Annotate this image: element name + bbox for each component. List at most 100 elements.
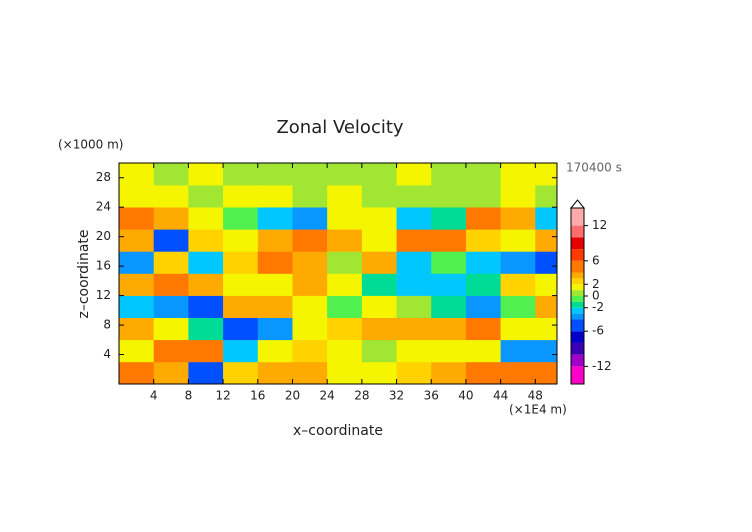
heatmap-cell — [535, 229, 558, 252]
heatmap-cell — [465, 295, 501, 318]
heatmap-cell — [500, 295, 536, 318]
colorbar-band — [571, 354, 584, 367]
heatmap-cell — [119, 361, 154, 385]
heatmap-cell — [292, 339, 328, 363]
y-tick-label: 12 — [96, 288, 111, 302]
colorbar-band — [571, 366, 584, 384]
heatmap-cell — [500, 339, 536, 363]
x-tick-label: 36 — [424, 389, 439, 403]
heatmap-cell — [465, 207, 501, 230]
heatmap-cell — [257, 207, 293, 230]
heatmap-cell — [431, 361, 467, 385]
y-tick-label: 28 — [96, 170, 111, 184]
colorbar-band — [571, 301, 584, 308]
heatmap-cell — [292, 229, 328, 252]
heatmap-cell — [153, 339, 189, 363]
heatmap-cell — [223, 361, 259, 385]
heatmap-cell — [292, 163, 328, 186]
heatmap-cell — [327, 185, 363, 208]
heatmap-cell — [292, 317, 328, 341]
heatmap-cell — [465, 251, 501, 274]
heatmap-cell — [396, 185, 432, 208]
colorbar-band — [571, 225, 584, 238]
x-axis-label: x–coordinate — [293, 423, 383, 439]
colorbar-band — [571, 278, 584, 285]
x-tick-label: 8 — [185, 389, 193, 403]
time-label: 170400 s — [566, 161, 622, 175]
heatmap-cell — [500, 251, 536, 274]
colorbar-band — [571, 249, 584, 261]
heatmap-cell — [223, 207, 259, 230]
heatmap-cell — [361, 317, 397, 341]
heatmap-cell — [223, 317, 259, 341]
heatmap-cell — [327, 317, 363, 341]
heatmap-cell — [431, 251, 467, 274]
colorbar-band — [571, 342, 584, 355]
heatmap-cell — [535, 207, 558, 230]
heatmap-cell — [327, 339, 363, 363]
heatmap-cell — [500, 361, 536, 385]
x-tick-label: 28 — [354, 389, 369, 403]
heatmap-cell — [465, 185, 501, 208]
heatmap-cell — [292, 295, 328, 318]
heatmap-cell — [292, 273, 328, 296]
heatmap-cell — [465, 317, 501, 341]
x-tick-label: 20 — [285, 389, 300, 403]
heatmap-cell — [500, 207, 536, 230]
heatmap-cell — [153, 207, 189, 230]
heatmap-cell — [431, 295, 467, 318]
colorbar-tick-label: 2 — [592, 277, 600, 291]
heatmap-cell — [396, 207, 432, 230]
colorbar-tick-label: 0 — [592, 289, 600, 303]
colorbar-tick-label: -6 — [592, 324, 604, 338]
colorbar-tick-label: -12 — [592, 359, 612, 373]
heatmap-cell — [396, 295, 432, 318]
heatmap-cell — [153, 163, 189, 186]
heatmap-cell — [257, 273, 293, 296]
heatmap-cell — [188, 207, 224, 230]
x-tick-label: 12 — [215, 389, 230, 403]
heatmap-cell — [535, 317, 558, 341]
heatmap-cell — [535, 295, 558, 318]
heatmap-cell — [465, 361, 501, 385]
x-tick-label: 4 — [150, 389, 158, 403]
heatmap-cell — [119, 163, 154, 186]
heatmap-cell — [327, 207, 363, 230]
heatmap-cell — [188, 295, 224, 318]
heatmap-cell — [361, 163, 397, 186]
y-tick-label: 16 — [96, 259, 111, 273]
y-axis-label: z–coordinate — [76, 229, 92, 318]
colorbar-band — [571, 307, 584, 314]
heatmap-cell — [535, 163, 558, 186]
heatmap-cell — [361, 185, 397, 208]
x-tick-label: 24 — [320, 389, 335, 403]
heatmap-cell — [535, 273, 558, 296]
heatmap-cell — [465, 163, 501, 186]
heatmap-cell — [500, 317, 536, 341]
heatmap-cell — [361, 273, 397, 296]
heatmap-cell — [257, 229, 293, 252]
heatmap-cell — [535, 251, 558, 274]
heatmap-cell — [257, 251, 293, 274]
heatmap-cell — [361, 251, 397, 274]
x-tick-label: 32 — [389, 389, 404, 403]
heatmap-cell — [431, 317, 467, 341]
heatmap-cell — [257, 163, 293, 186]
heatmap-cell — [223, 185, 259, 208]
colorbar-band — [571, 208, 584, 226]
heatmap-cell — [396, 361, 432, 385]
heatmap-cell — [188, 251, 224, 274]
heatmap-cell — [465, 339, 501, 363]
heatmap-cell — [327, 163, 363, 186]
plot-frame — [118, 162, 558, 385]
heatmap-cell — [188, 361, 224, 385]
heatmap-cell — [327, 229, 363, 252]
heatmap-cell — [535, 185, 558, 208]
heatmap-cell — [292, 361, 328, 385]
heatmap-cell — [535, 339, 558, 363]
heatmap-cell — [396, 163, 432, 186]
x-unit-label: (×1E4 m) — [509, 403, 567, 417]
heatmap-cell — [188, 229, 224, 252]
heatmap-cell — [188, 163, 224, 186]
